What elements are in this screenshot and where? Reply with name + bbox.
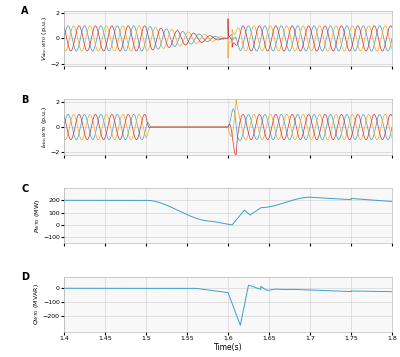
X-axis label: Time(s): Time(s) <box>214 343 242 352</box>
Text: C: C <box>21 183 29 193</box>
Text: A: A <box>21 6 29 16</box>
Text: D: D <box>21 272 29 282</box>
Y-axis label: $Q_{WTG}$ (MVAR): $Q_{WTG}$ (MVAR) <box>32 283 42 325</box>
Y-axis label: $I_{abc,WTG}$ (p.u.): $I_{abc,WTG}$ (p.u.) <box>41 106 49 149</box>
Y-axis label: $P_{WTG}$ (MW): $P_{WTG}$ (MW) <box>32 198 42 233</box>
Text: B: B <box>21 95 29 105</box>
Y-axis label: $V_{abc,WTG}$ (p.u.): $V_{abc,WTG}$ (p.u.) <box>41 16 49 61</box>
